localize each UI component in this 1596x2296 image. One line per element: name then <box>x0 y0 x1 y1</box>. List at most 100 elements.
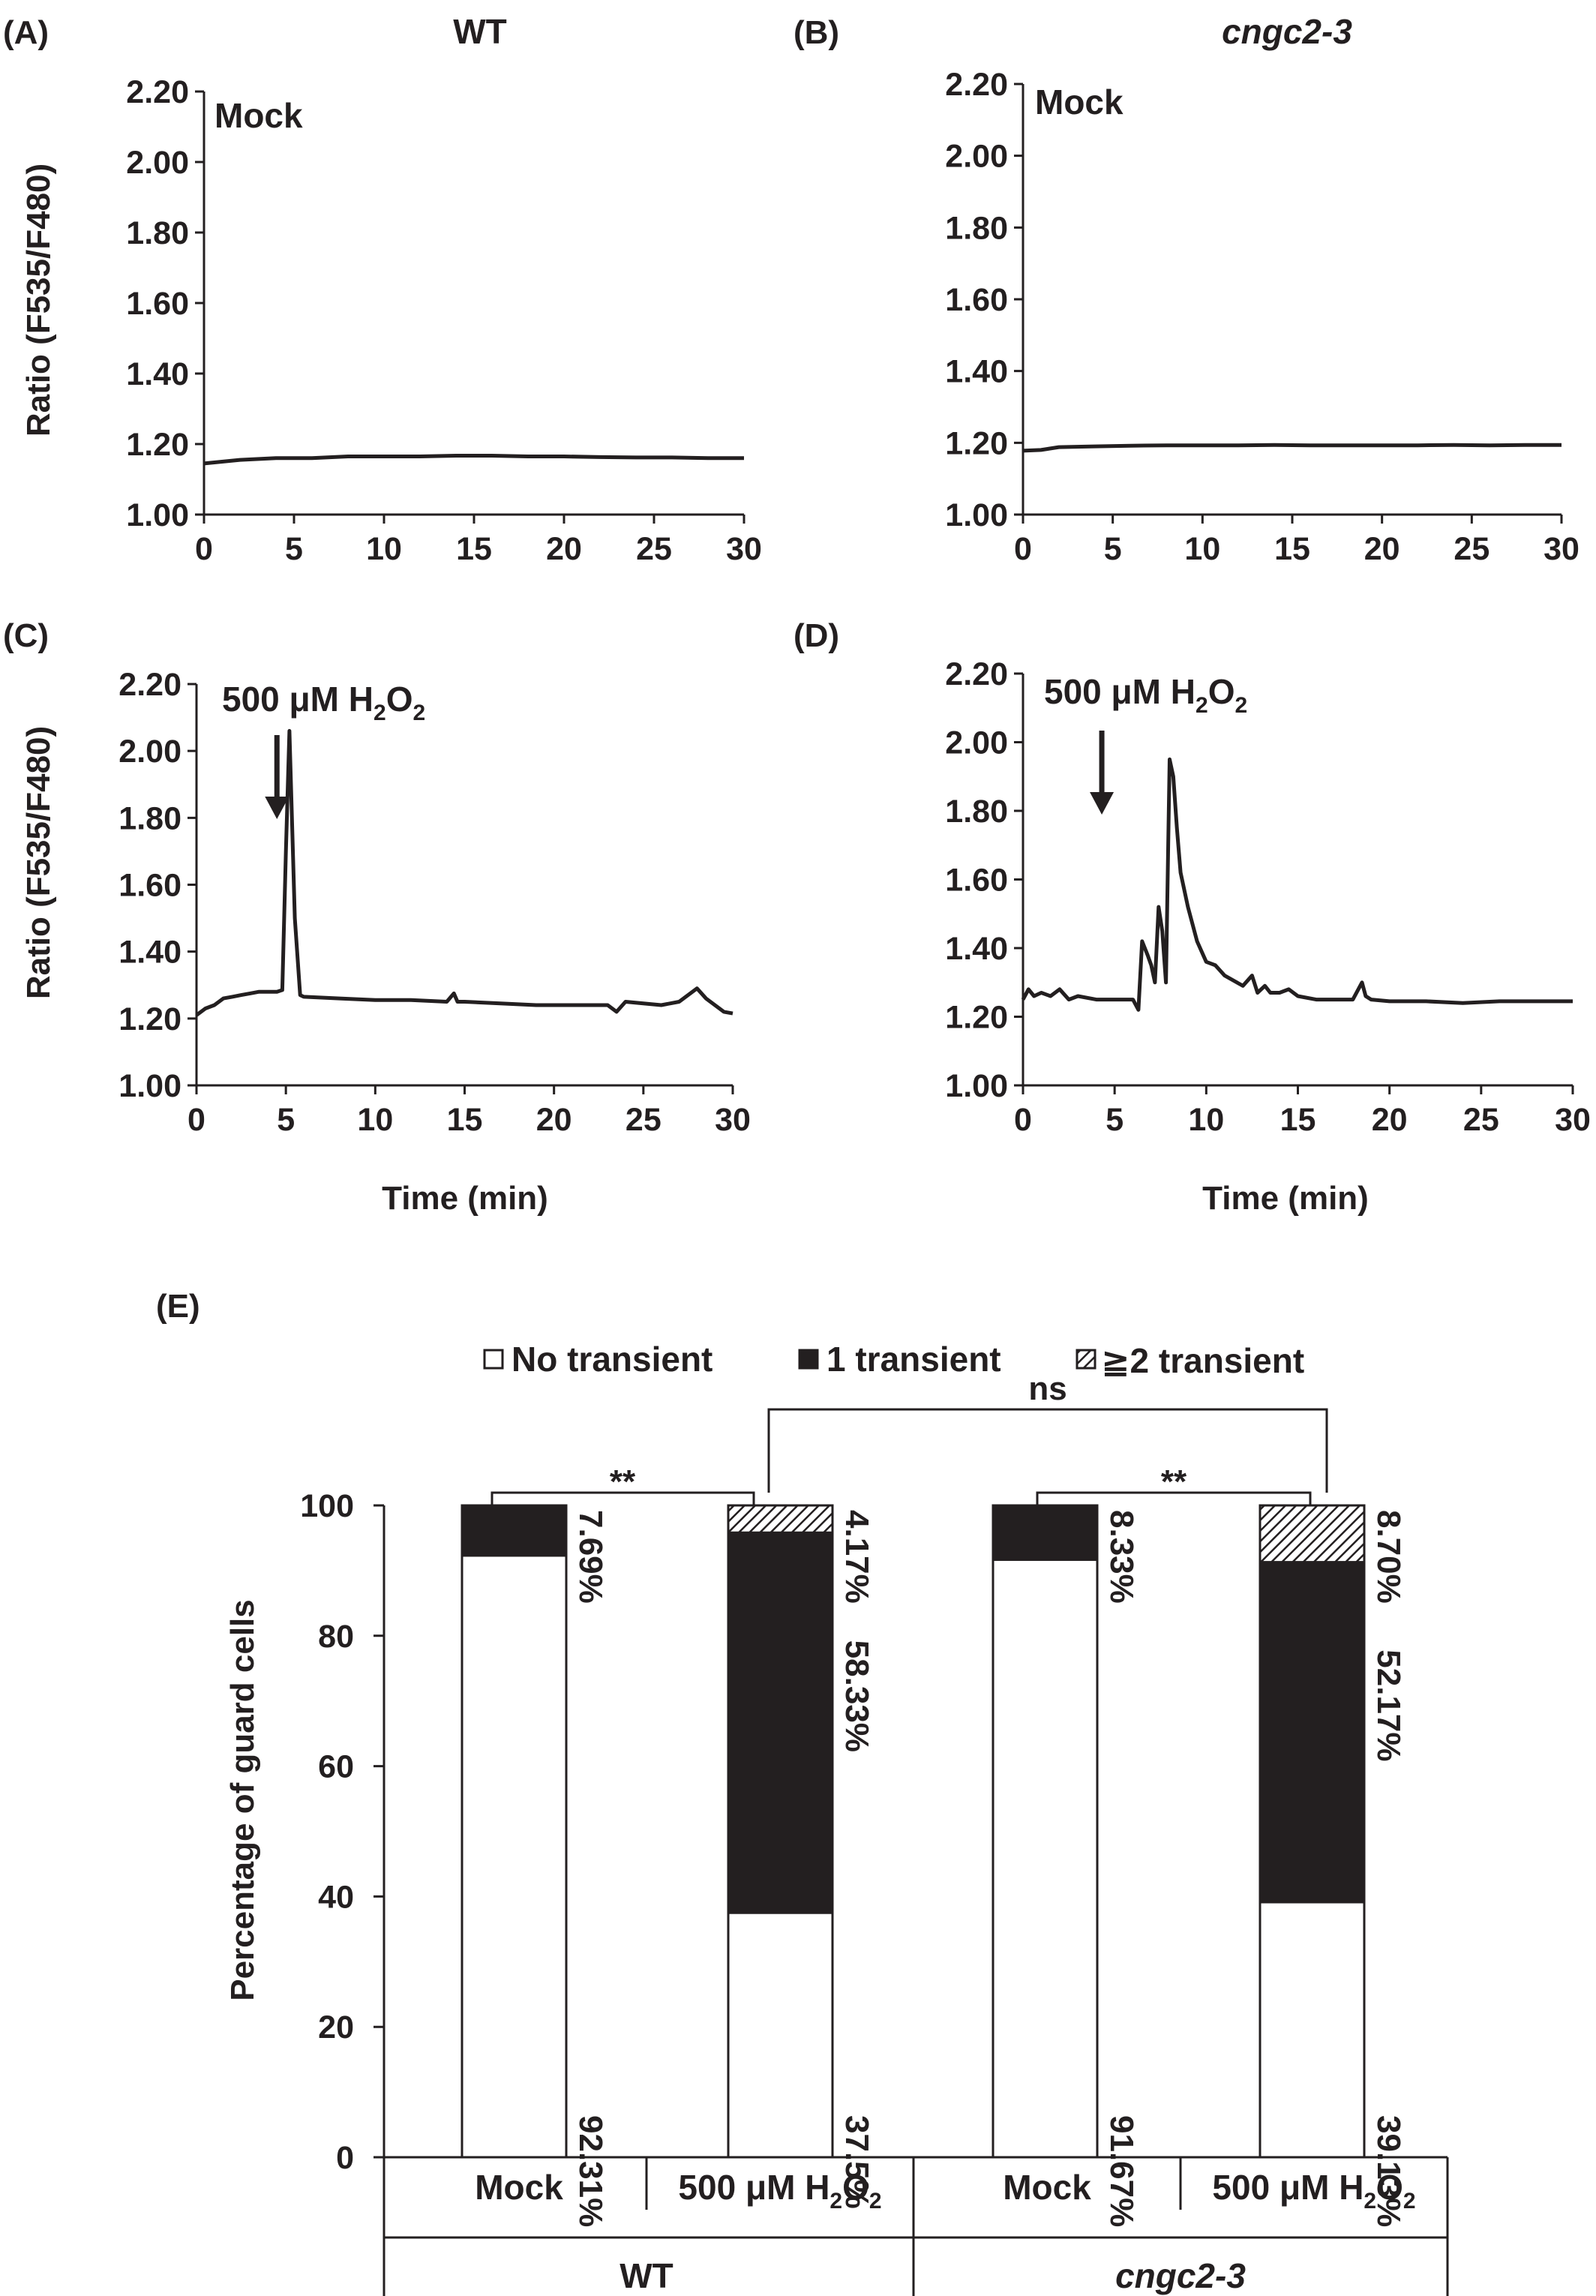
panel-c-yticks: 1.00 1.20 1.40 1.60 1.80 2.00 2.20 <box>118 667 182 1104</box>
panel-c-ylabel: Ratio (F535/F480) <box>20 726 57 999</box>
panel-c-xtick-label: 5 <box>277 1102 295 1138</box>
bar-percent-label: 58.33% <box>838 1640 875 1752</box>
panel-a-title: WT <box>453 12 507 51</box>
bar-percent-label: 8.70% <box>1370 1510 1407 1604</box>
panel-a-xtick-label: 10 <box>366 531 402 567</box>
panel-c-ytick-label: 2.00 <box>118 734 182 770</box>
panel-b-xtick-label: 10 <box>1184 531 1220 567</box>
panel-a-label: (A) <box>3 14 49 51</box>
panel-e-ytick-label: 100 <box>300 1488 354 1524</box>
panel-b-xtick-label: 0 <box>1014 531 1032 567</box>
panel-d-arrow <box>1090 731 1114 815</box>
panel-a-ylabel: Ratio (F535/F480) <box>20 164 57 437</box>
panel-d-annotation: 500 μM H2O2 <box>1044 672 1247 718</box>
panel-e: (E) No transient 1 transient ≧2 transien… <box>156 1288 1449 2296</box>
category-cngc-h2o2-sub2: 2 <box>1403 2189 1416 2213</box>
category-wt-h2o2-sub2: 2 <box>869 2189 882 2213</box>
panel-d-ytick-label: 2.20 <box>945 656 1008 692</box>
category-wt-mock: Mock <box>475 2168 563 2207</box>
panel-e-ytick-label: 40 <box>318 1879 354 1915</box>
panel-c-anno-sub1: 2 <box>374 701 386 725</box>
legend: No transient 1 transient ≧2 transient <box>483 1340 1304 1380</box>
panel-a: (A) WT Mock Ratio (F535/F480) 1.00 1.20 1.… <box>3 12 762 567</box>
bar-segment <box>1258 1504 1366 1564</box>
panel-d-xtick-label: 15 <box>1280 1102 1316 1138</box>
panel-a-xtick-label: 5 <box>285 531 303 567</box>
panel-c-anno-mid: O <box>386 680 413 719</box>
panel-d-ytick-label: 1.00 <box>945 1068 1008 1104</box>
panel-b-xtick-label: 5 <box>1104 531 1122 567</box>
panel-e-ytick-label: 0 <box>336 2140 354 2176</box>
panel-b-ytick-label: 1.80 <box>945 210 1008 246</box>
panel-d-ytick-label: 2.00 <box>945 725 1008 761</box>
panel-d-anno-mid: O <box>1208 672 1235 711</box>
legend-swatch-1-transient <box>798 1349 819 1370</box>
panel-b-axes <box>1014 83 1563 524</box>
bar-percent-label: 39.13% <box>1370 2115 1407 2227</box>
panel-a-ytick-label: 1.80 <box>126 215 189 251</box>
panel-a-ytick-label: 1.00 <box>126 497 189 533</box>
panel-a-xticks: 0 5 10 15 20 25 30 <box>195 531 762 567</box>
panel-b-ytick-label: 1.60 <box>945 282 1008 318</box>
panel-a-ytick-label: 2.00 <box>126 145 189 181</box>
bar-segment <box>992 1558 1099 2159</box>
panel-c-axes <box>188 683 734 1094</box>
panel-d-xtick-label: 5 <box>1106 1102 1124 1138</box>
bar-percent-label: 52.17% <box>1370 1649 1407 1761</box>
panel-c-ytick-label: 1.00 <box>118 1068 182 1104</box>
panel-c-ytick-label: 2.20 <box>118 667 182 703</box>
bracket-between <box>767 1408 1328 1493</box>
panel-d-anno-sub1: 2 <box>1196 693 1208 718</box>
panel-d-axes <box>1014 672 1574 1094</box>
panel-d: (D) 500 μM H2O2 Time (min) 1.001.201.401… <box>794 617 1591 1217</box>
bar-percent-label: 92.31% <box>572 2115 609 2227</box>
panel-e-ytick-label: 80 <box>318 1619 354 1655</box>
panel-c-ytick-label: 1.80 <box>118 800 182 836</box>
category-table-lines <box>382 2157 1449 2296</box>
bracket-cngc-label: ** <box>1161 1463 1187 1500</box>
panel-e-ylabel: Percentage of guard cells <box>224 1599 261 2001</box>
panel-b-annotation: Mock <box>1035 83 1124 122</box>
category-wt-h2o2: 500 μM H2O2 <box>678 2168 881 2213</box>
panel-a-xtick-label: 25 <box>636 531 672 567</box>
panel-c-xticks: 0 5 10 15 20 25 30 <box>188 1102 751 1138</box>
bar-segment <box>727 1531 834 1914</box>
bar-percent-label: 91.67% <box>1103 2115 1140 2227</box>
panel-c: (C) 500 μM H2O2 Ratio (F535/F480) Time (… <box>3 617 751 1217</box>
panel-a-trace <box>203 454 744 466</box>
panel-e-ytick-label: 20 <box>318 2009 354 2045</box>
panel-b-trace <box>1022 443 1562 453</box>
category-cngc-h2o2-pre: 500 μM H <box>1212 2168 1364 2207</box>
panel-a-annotation: Mock <box>214 96 303 135</box>
panel-b-ytick-label: 1.40 <box>945 354 1008 390</box>
panel-b-yticks: 1.00 1.20 1.40 1.60 1.80 2.00 2.20 <box>945 67 1008 533</box>
panel-e-label: (E) <box>156 1288 200 1325</box>
panel-a-ytick-label: 2.20 <box>126 74 189 110</box>
significance-brackets: ** ** ns <box>490 1370 1328 1508</box>
panel-e-yticks: 0 20 40 60 80 100 <box>300 1488 1448 2176</box>
panel-d-ytick-label: 1.80 <box>945 794 1008 830</box>
legend-label-1-transient: 1 transient <box>826 1340 1001 1379</box>
bracket-between-label: ns <box>1028 1370 1066 1407</box>
bar-segment <box>727 1504 834 1534</box>
category-wt-h2o2-pre: 500 μM H <box>678 2168 830 2207</box>
panel-d-xlabel: Time (min) <box>1202 1180 1369 1217</box>
panel-a-ytick-label: 1.20 <box>126 427 189 463</box>
arrow-head <box>265 797 290 819</box>
panel-d-xtick-label: 25 <box>1463 1102 1499 1138</box>
panel-b-title: cngc2-3 <box>1222 12 1352 51</box>
panel-c-xtick-label: 20 <box>536 1102 572 1138</box>
bar-percent-label: 7.69% <box>572 1510 609 1604</box>
panel-d-xtick-label: 30 <box>1555 1102 1591 1138</box>
panel-e-ytick-label: 60 <box>318 1749 354 1785</box>
bar-segment <box>727 1911 834 2159</box>
panel-b-ytick-label: 2.20 <box>945 67 1008 103</box>
panel-b-xtick-label: 15 <box>1274 531 1310 567</box>
legend-label-no-transient: No transient <box>512 1340 712 1379</box>
panel-a-ytick-label: 1.60 <box>126 286 189 322</box>
legend-label-2-transient: ≧2 transient <box>1101 1341 1304 1380</box>
panel-b-ytick-label: 1.20 <box>945 425 1008 461</box>
panel-c-ytick-label: 1.40 <box>118 935 182 971</box>
panel-a-xtick-label: 15 <box>456 531 492 567</box>
